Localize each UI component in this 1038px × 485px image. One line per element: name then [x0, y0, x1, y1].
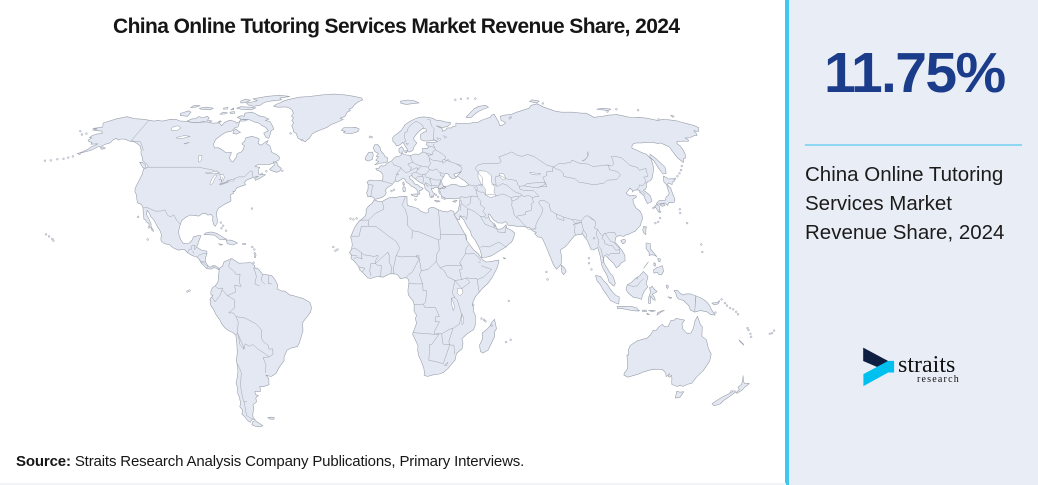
svg-text:research: research — [917, 374, 960, 385]
svg-text:straits: straits — [898, 352, 955, 378]
